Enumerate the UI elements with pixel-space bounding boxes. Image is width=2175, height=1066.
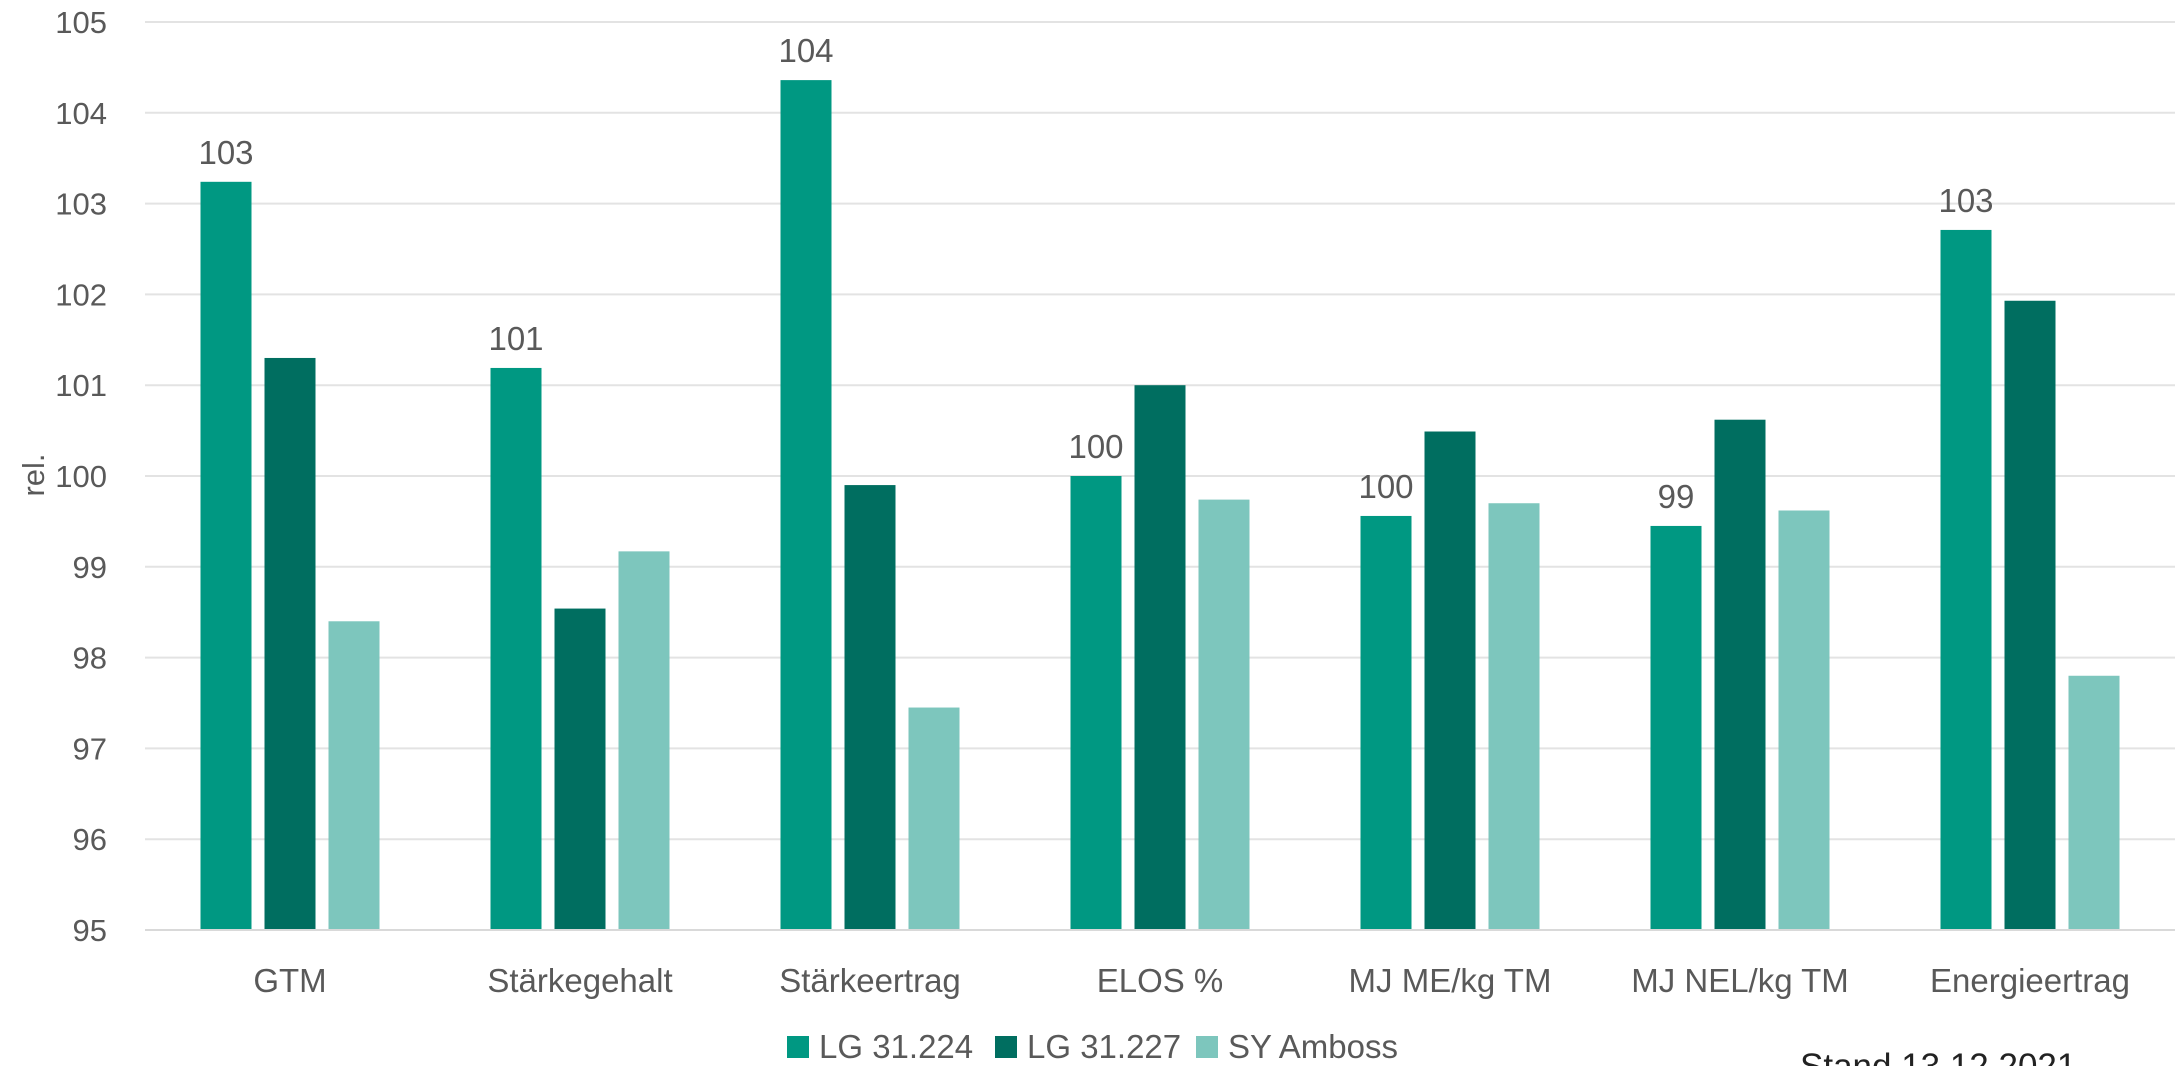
legend-label: LG 31.224 [819, 1028, 973, 1065]
y-tick-label: 102 [55, 277, 107, 312]
x-category-label: MJ ME/kg TM [1349, 962, 1552, 999]
bar [554, 608, 606, 930]
x-category-label: Stärkeertrag [779, 962, 961, 999]
data-label: 100 [1358, 468, 1413, 505]
bar [2004, 300, 2056, 931]
y-tick-label: 98 [73, 641, 107, 676]
bar [1940, 229, 1992, 930]
y-tick-label: 100 [55, 459, 107, 494]
y-tick-label: 101 [55, 368, 107, 403]
x-category-label: GTM [253, 962, 326, 999]
bar [908, 707, 960, 930]
y-axis-title: rel. [16, 453, 51, 496]
x-axis-categories: GTM Stärkegehalt Stärkeertrag ELOS % MJ ME/k… [253, 962, 2130, 999]
legend-swatch [995, 1036, 1017, 1058]
data-label: 103 [198, 134, 253, 171]
y-tick-label: 95 [73, 913, 107, 948]
bar [1070, 476, 1122, 930]
x-category-label: ELOS % [1097, 962, 1224, 999]
bar [844, 485, 896, 930]
y-tick-label: 104 [55, 96, 107, 131]
legend-swatch [787, 1036, 809, 1058]
bar [1360, 515, 1412, 930]
bar [2068, 675, 2120, 930]
legend: LG 31.224 LG 31.227 SY Amboss [787, 1028, 1398, 1065]
data-label: 99 [1658, 478, 1695, 515]
x-category-label: MJ NEL/kg TM [1631, 962, 1849, 999]
y-tick-label: 103 [55, 187, 107, 222]
date-note: Stand 13.12.2021 [1800, 1047, 2076, 1066]
bar [328, 621, 380, 930]
y-axis-ticks: 95 96 97 98 99 100 101 102 103 104 105 [55, 5, 107, 948]
x-category-label: Stärkegehalt [487, 962, 672, 999]
y-tick-label: 105 [55, 5, 107, 40]
bar [1488, 503, 1540, 930]
y-tick-label: 96 [73, 822, 107, 857]
bar [1134, 385, 1186, 930]
bar [1650, 525, 1702, 930]
data-label: 101 [488, 320, 543, 357]
bar [1424, 431, 1476, 930]
legend-label: LG 31.227 [1027, 1028, 1181, 1065]
y-tick-label: 99 [73, 550, 107, 585]
legend-label: SY Amboss [1228, 1028, 1398, 1065]
bar [1778, 510, 1830, 930]
bar [1198, 499, 1250, 930]
bar [264, 357, 316, 931]
bar [780, 80, 832, 930]
data-label: 104 [778, 32, 833, 69]
bar [490, 367, 542, 930]
bar [1714, 419, 1766, 930]
legend-swatch [1196, 1036, 1218, 1058]
y-tick-label: 97 [73, 731, 107, 766]
bar [618, 551, 670, 930]
data-labels: 103 101 104 100 100 99 103 [198, 32, 1993, 515]
data-label: 100 [1068, 428, 1123, 465]
x-category-label: Energieertrag [1930, 962, 2130, 999]
data-label: 103 [1938, 182, 1993, 219]
bars [200, 80, 2120, 931]
bar [200, 181, 252, 931]
